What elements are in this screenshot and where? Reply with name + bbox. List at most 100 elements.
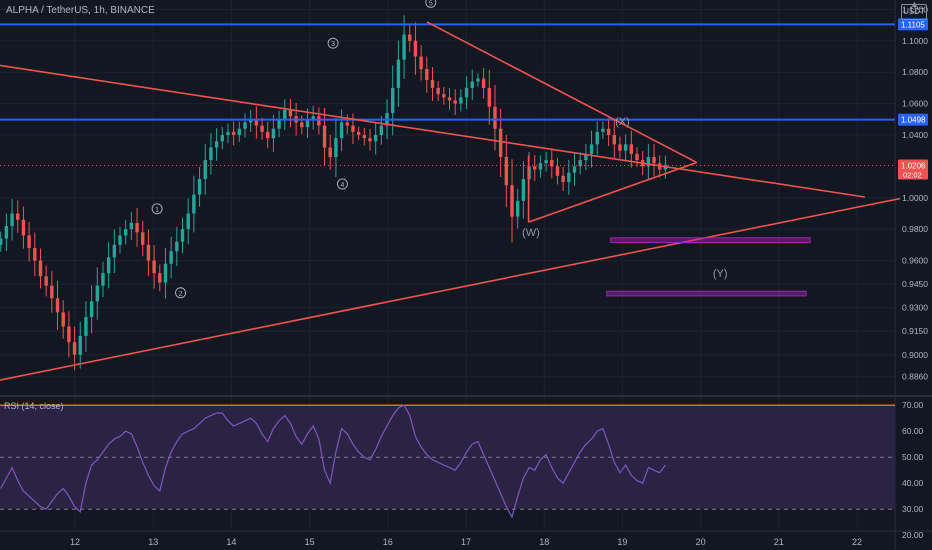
candle-body [356, 131, 361, 135]
price-tick-label: 1.1200 [902, 4, 928, 14]
time-tick-label: 12 [70, 537, 80, 547]
candle-body [368, 138, 372, 142]
candle-body [72, 342, 77, 355]
price-tick-label: 0.9800 [902, 224, 928, 234]
price-tick-label: 1.0400 [902, 130, 928, 140]
candle-body [220, 134, 224, 142]
wave-label: (Y) [713, 268, 728, 280]
candle-body [4, 226, 9, 239]
candle-body [95, 285, 99, 302]
candle-body [248, 119, 253, 123]
candle-body [430, 80, 435, 88]
candle-body [373, 134, 378, 142]
candle-body [163, 263, 168, 283]
candle-body [334, 138, 338, 157]
candle-body [226, 131, 230, 135]
rsi-line [0, 404, 666, 519]
candle-body [493, 106, 497, 129]
price-label: 1.0498 [901, 116, 926, 125]
candle-body [277, 119, 281, 129]
candle-body [118, 235, 122, 245]
wave-label-circle [175, 287, 187, 299]
price-tick-label: 0.9300 [902, 303, 928, 313]
candle-body [351, 125, 355, 132]
candle-body [567, 172, 571, 183]
candle-body [396, 59, 401, 88]
candle-body [498, 128, 503, 157]
candle-body [55, 298, 60, 313]
candle-body [33, 248, 37, 261]
time-tick-label: 14 [226, 537, 236, 547]
candle-body [459, 97, 463, 104]
candle-body [362, 134, 367, 139]
price-label-box [898, 159, 928, 180]
wave-label: (X) [615, 116, 630, 128]
bell-icon[interactable]: ▲ [910, 0, 919, 9]
candle-body [595, 131, 599, 145]
candle-body [379, 125, 384, 135]
candle-body [402, 34, 406, 60]
candle-body [44, 276, 48, 286]
candle-body [67, 326, 71, 343]
price-tick-label: 0.9450 [902, 279, 928, 289]
rsi-tick-label: 60.00 [902, 426, 924, 436]
candle-body [561, 175, 565, 183]
wave-label: 3 [331, 41, 335, 48]
rsi-indicator-title: RSI (14, close) [4, 401, 64, 411]
candle-body [453, 100, 457, 104]
candle-body [123, 229, 128, 236]
candle-body [192, 194, 196, 214]
candle-body [84, 317, 88, 336]
time-tick-label: 19 [617, 537, 627, 547]
candle-body [288, 109, 293, 117]
time-tick-label: 18 [539, 537, 549, 547]
candle-body [283, 109, 287, 120]
candle-body [158, 273, 162, 283]
candle-body [504, 156, 509, 186]
candle-body [578, 160, 582, 167]
candle-body [635, 153, 639, 161]
candle-body [197, 178, 202, 195]
candle-body [271, 128, 276, 139]
candle-body [408, 34, 412, 41]
candle-body [0, 238, 3, 245]
candle-body [544, 160, 548, 164]
rsi-tick-label: 70.00 [902, 400, 924, 410]
candle-body [521, 178, 526, 201]
price-tick-label: 0.9150 [902, 326, 928, 336]
time-tick-label: 15 [305, 537, 315, 547]
candle-body [38, 260, 43, 277]
candle-body [311, 116, 315, 120]
candle-body [141, 232, 145, 245]
wave-label-circle [151, 203, 163, 215]
trendline [426, 21, 698, 164]
candle-body [260, 125, 264, 132]
candle-body [413, 40, 418, 57]
candle-body [243, 122, 247, 129]
price-tick-label: 1.0000 [902, 193, 928, 203]
price-label-timer: 02:02 [903, 170, 922, 179]
candle-body [601, 128, 605, 132]
candle-body [180, 229, 185, 242]
candle-body [436, 87, 440, 95]
rsi-tick-label: 50.00 [902, 452, 924, 462]
candle-body [152, 260, 156, 274]
candle-body [481, 78, 486, 88]
candle-body [61, 312, 65, 327]
candle-body [78, 335, 82, 355]
time-tick-label: 20 [696, 537, 706, 547]
candle-body [328, 147, 332, 157]
symbol-title: ALPHA / TetherUS, 1h, BINANCE [6, 5, 155, 16]
candle-body [21, 219, 26, 236]
candle-body [254, 119, 259, 126]
candle-body [16, 213, 20, 220]
candle-body [550, 160, 554, 167]
target-zone-box [606, 290, 807, 297]
trendline [0, 197, 901, 381]
candle-body [112, 244, 117, 258]
currency-badge[interactable]: USDT [901, 4, 927, 20]
wave-label-circle [327, 37, 339, 49]
candle-body [237, 128, 242, 135]
candle-body [231, 131, 236, 135]
